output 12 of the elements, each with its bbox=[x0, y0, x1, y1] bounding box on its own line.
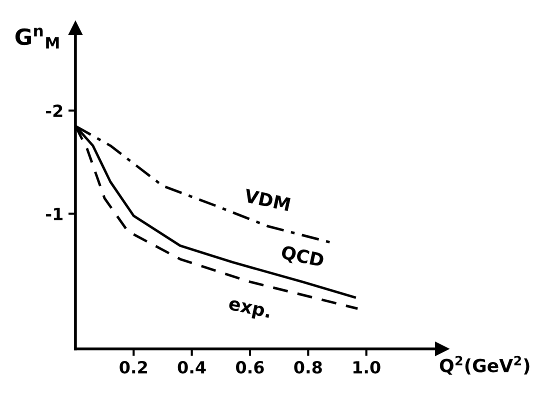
x-tick-label: 0.6 bbox=[236, 360, 264, 374]
x-tick-label: 1.0 bbox=[353, 360, 380, 374]
y-tick-label: -1 bbox=[46, 208, 63, 220]
x-axis-title: Q$^{2}$(GeV$^{2}$) bbox=[440, 356, 530, 375]
x-tick-label: 0.4 bbox=[178, 360, 206, 374]
y-tick-label: -2 bbox=[46, 104, 62, 117]
text: QCD bbox=[280, 245, 324, 270]
text: exp. bbox=[228, 299, 271, 322]
text: VDM bbox=[244, 188, 290, 211]
y-axis-title: G$^{n}$$_{M}$ bbox=[15, 28, 59, 48]
x-tick-label: 0.8 bbox=[294, 360, 322, 374]
x-tick-label: 0.2 bbox=[120, 360, 147, 374]
